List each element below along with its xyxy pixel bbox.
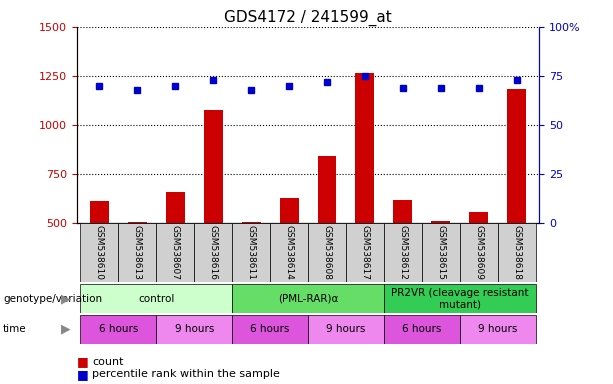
Bar <box>80 223 118 282</box>
Bar <box>394 200 413 223</box>
Bar <box>422 223 460 282</box>
Text: GSM538607: GSM538607 <box>171 225 180 280</box>
Bar <box>460 315 536 344</box>
Bar <box>166 192 185 223</box>
Text: GSM538615: GSM538615 <box>436 225 445 280</box>
Bar <box>308 223 346 282</box>
Text: GSM538616: GSM538616 <box>208 225 218 280</box>
Bar <box>204 110 223 223</box>
Bar <box>270 223 308 282</box>
Text: 9 hours: 9 hours <box>175 324 214 334</box>
Bar <box>318 156 337 223</box>
Text: GSM538612: GSM538612 <box>398 225 408 280</box>
Bar <box>242 222 261 223</box>
Bar <box>308 315 384 344</box>
Text: ▶: ▶ <box>61 323 70 336</box>
Text: 6 hours: 6 hours <box>402 324 441 334</box>
Bar <box>128 222 147 223</box>
Text: GSM538610: GSM538610 <box>95 225 104 280</box>
Bar <box>80 284 232 313</box>
Title: GDS4172 / 241599_at: GDS4172 / 241599_at <box>224 9 392 25</box>
Text: GSM538611: GSM538611 <box>246 225 256 280</box>
Text: GSM538617: GSM538617 <box>360 225 370 280</box>
Text: GSM538618: GSM538618 <box>512 225 521 280</box>
Bar <box>384 315 460 344</box>
Text: (PML-RAR)α: (PML-RAR)α <box>278 293 338 304</box>
Bar <box>80 315 156 344</box>
Text: control: control <box>138 293 175 304</box>
Text: GSM538613: GSM538613 <box>133 225 142 280</box>
Bar <box>156 223 194 282</box>
Text: count: count <box>92 357 123 367</box>
Bar <box>460 223 498 282</box>
Bar <box>432 221 451 223</box>
Text: PR2VR (cleavage resistant
mutant): PR2VR (cleavage resistant mutant) <box>391 288 528 310</box>
Text: ■: ■ <box>77 355 88 368</box>
Bar <box>232 315 308 344</box>
Bar <box>356 73 375 223</box>
Bar <box>232 284 384 313</box>
Bar <box>384 223 422 282</box>
Text: ▶: ▶ <box>61 292 70 305</box>
Text: GSM538608: GSM538608 <box>322 225 332 280</box>
Bar <box>232 223 270 282</box>
Bar <box>346 223 384 282</box>
Bar <box>194 223 232 282</box>
Bar <box>384 284 536 313</box>
Text: ■: ■ <box>77 368 88 381</box>
Text: 9 hours: 9 hours <box>478 324 517 334</box>
Text: time: time <box>3 324 27 334</box>
Bar <box>507 89 526 223</box>
Text: percentile rank within the sample: percentile rank within the sample <box>92 369 280 379</box>
Text: 9 hours: 9 hours <box>326 324 366 334</box>
Text: genotype/variation: genotype/variation <box>3 293 102 304</box>
Bar <box>118 223 156 282</box>
Text: GSM538609: GSM538609 <box>474 225 483 280</box>
Bar <box>498 223 536 282</box>
Bar <box>156 315 232 344</box>
Bar <box>280 198 299 223</box>
Text: GSM538614: GSM538614 <box>284 225 294 280</box>
Bar <box>470 212 488 223</box>
Text: 6 hours: 6 hours <box>250 324 290 334</box>
Text: 6 hours: 6 hours <box>99 324 138 334</box>
Bar <box>90 201 109 223</box>
